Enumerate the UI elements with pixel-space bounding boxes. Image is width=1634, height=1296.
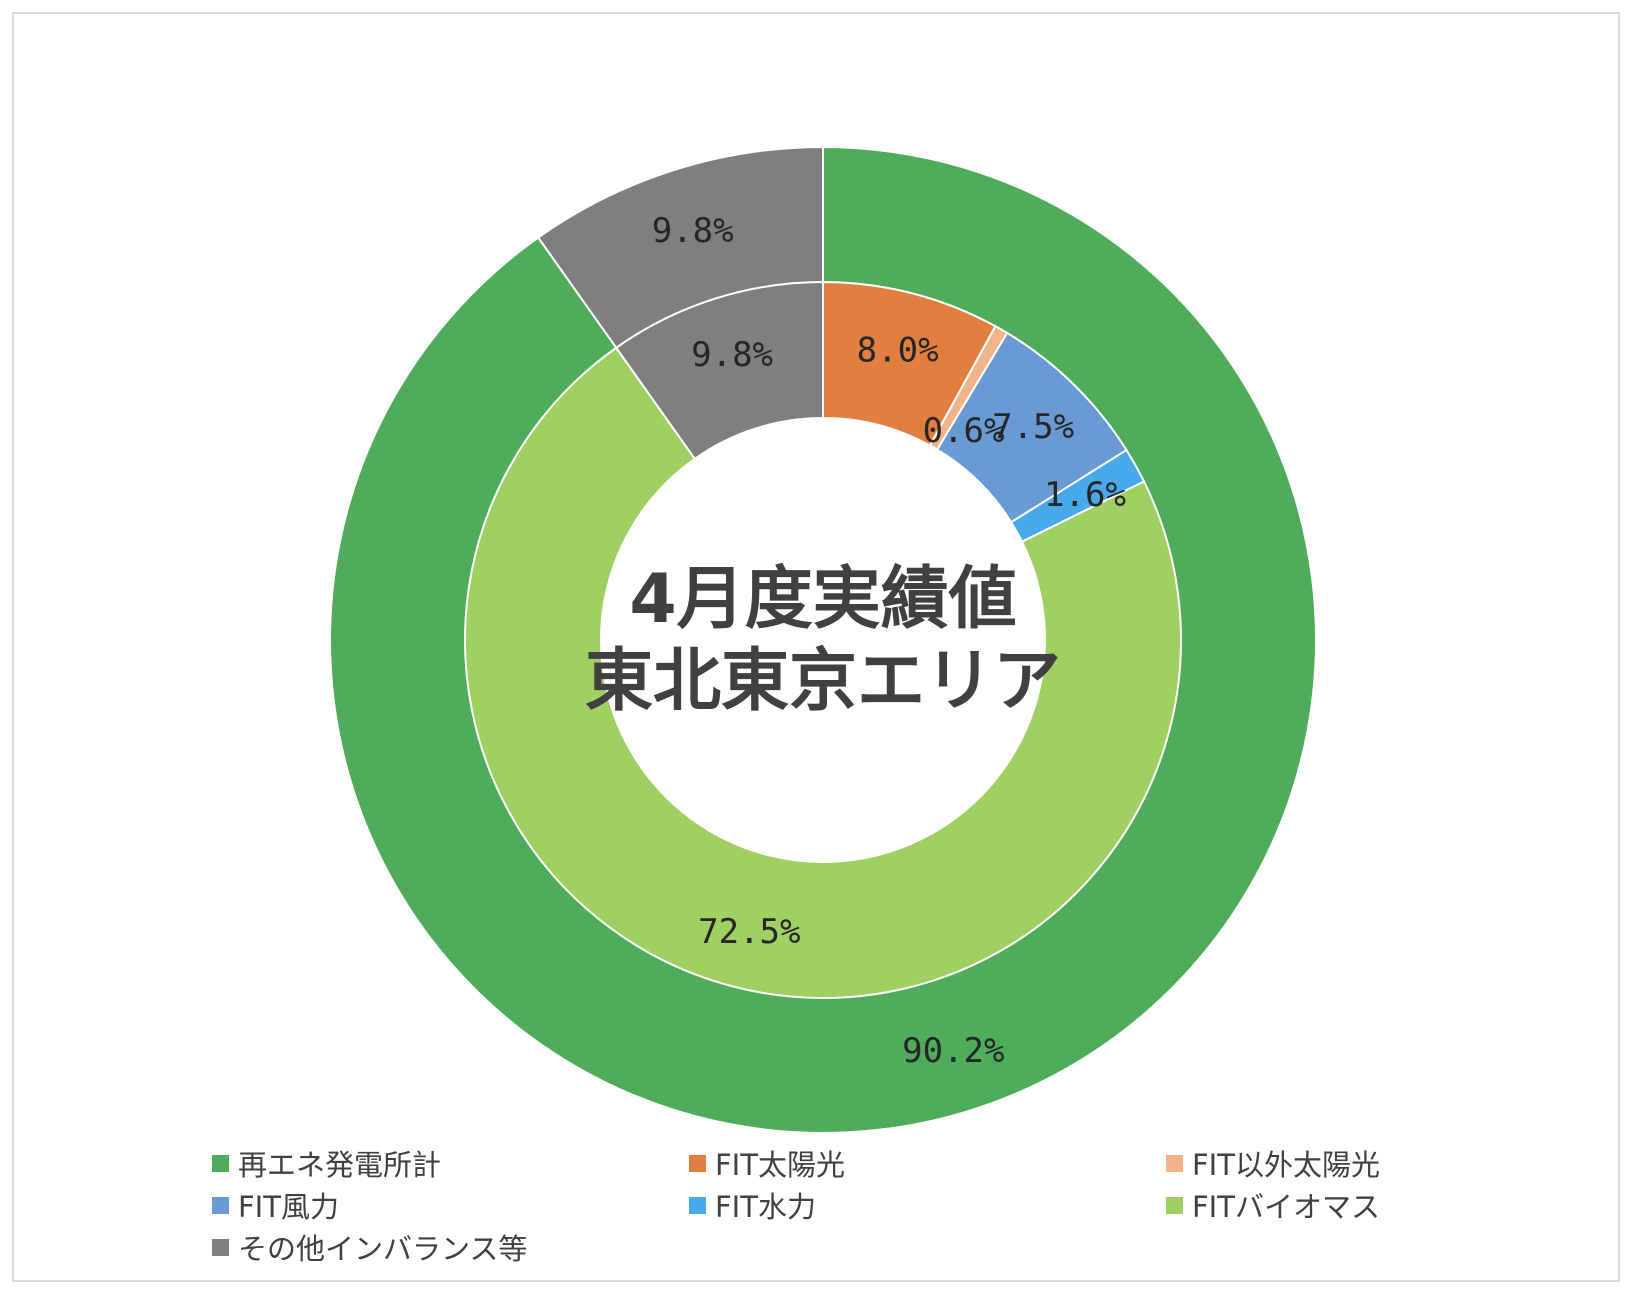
chart-title-line-2: 東北東京エリア	[585, 642, 1061, 721]
outer-data-label-0: 90.2%	[902, 1031, 1004, 1071]
legend-swatch	[212, 1197, 229, 1214]
legend-item: FIT太陽光	[689, 1144, 1166, 1182]
legend-label: FIT以外太陽光	[1192, 1142, 1380, 1184]
inner-data-label-2: 7.5%	[992, 407, 1074, 447]
legend-item: FITバイオマス	[1166, 1186, 1412, 1224]
legend-swatch	[1166, 1197, 1183, 1214]
legend-swatch	[689, 1197, 706, 1214]
legend: 再エネ発電所計 FIT太陽光 FIT以外太陽光 FIT風力 FIT水力 FITバ…	[212, 1144, 1412, 1266]
legend-item: FIT水力	[689, 1186, 1166, 1224]
legend-swatch	[689, 1155, 706, 1172]
legend-label: FIT太陽光	[715, 1142, 845, 1184]
inner-data-label-5: 9.8%	[691, 335, 773, 375]
legend-item: FIT風力	[212, 1186, 689, 1224]
legend-label: FIT風力	[238, 1184, 339, 1226]
chart-title-line-1: 4月度実績値	[629, 560, 1016, 639]
legend-swatch	[212, 1239, 229, 1256]
legend-label: その他インバランス等	[238, 1226, 527, 1268]
legend-label: FIT水力	[715, 1184, 816, 1226]
legend-item: その他インバランス等	[212, 1228, 689, 1266]
legend-item: FIT以外太陽光	[1166, 1144, 1412, 1182]
inner-data-label-4: 72.5%	[698, 912, 800, 952]
legend-swatch	[212, 1155, 229, 1172]
legend-swatch	[1166, 1155, 1183, 1172]
legend-label: 再エネ発電所計	[238, 1142, 441, 1184]
outer-data-label-1: 9.8%	[652, 211, 734, 251]
legend-item: 再エネ発電所計	[212, 1144, 689, 1182]
inner-data-label-3: 1.6%	[1044, 475, 1126, 515]
inner-data-label-0: 8.0%	[857, 330, 939, 370]
inner-ring	[465, 282, 1181, 998]
legend-label: FITバイオマス	[1192, 1184, 1380, 1226]
